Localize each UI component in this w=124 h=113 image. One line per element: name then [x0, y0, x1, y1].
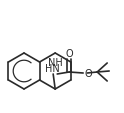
Text: NH: NH: [48, 58, 62, 67]
Text: O: O: [84, 68, 92, 78]
Text: O: O: [65, 49, 73, 59]
Text: HN: HN: [45, 63, 60, 73]
